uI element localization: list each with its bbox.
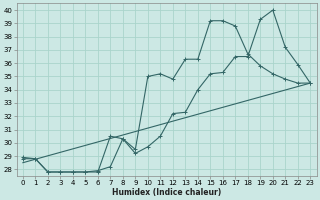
X-axis label: Humidex (Indice chaleur): Humidex (Indice chaleur) [112,188,221,197]
